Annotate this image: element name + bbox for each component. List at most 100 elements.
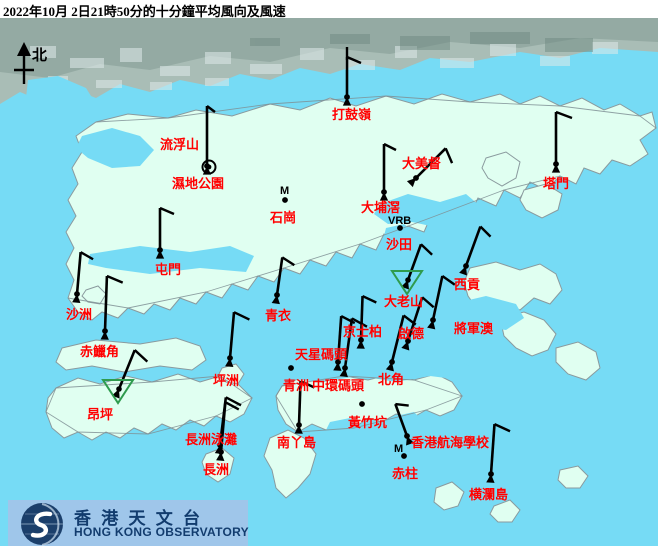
station-marker-highlevel-22[interactable] bbox=[101, 379, 135, 405]
station-label[interactable]: 赤鱲角 bbox=[80, 344, 120, 359]
station-marker-calm-2[interactable] bbox=[201, 159, 217, 175]
high-level-triangle bbox=[390, 270, 424, 296]
station-marker-9[interactable] bbox=[463, 263, 469, 269]
station-marker-24[interactable] bbox=[217, 442, 223, 448]
station-label[interactable]: 黃竹坑 bbox=[348, 415, 388, 430]
barb-shaft bbox=[228, 312, 236, 359]
station-marker-3[interactable] bbox=[413, 175, 419, 181]
station-marker-25[interactable] bbox=[296, 422, 302, 428]
station-label[interactable]: 青洲 bbox=[283, 378, 310, 393]
station-marker-18[interactable] bbox=[227, 355, 233, 361]
barb-feather bbox=[421, 296, 435, 309]
station-marker-0[interactable] bbox=[344, 94, 350, 100]
wind-barb-12 bbox=[271, 256, 295, 305]
station-marker-29[interactable] bbox=[488, 471, 494, 477]
station-label[interactable]: 塔門 bbox=[543, 176, 570, 191]
barb-feather bbox=[493, 423, 511, 433]
station-dot bbox=[401, 453, 407, 459]
station-label[interactable]: 中環碼頭 bbox=[312, 378, 365, 393]
station-label[interactable]: 大埔滘 bbox=[361, 200, 401, 215]
wind-barb-21 bbox=[339, 317, 368, 378]
barb-shaft bbox=[275, 257, 284, 296]
station-marker-5[interactable] bbox=[282, 197, 288, 203]
station-label[interactable]: 昂坪 bbox=[87, 407, 114, 422]
station-marker-8[interactable] bbox=[157, 247, 163, 253]
station-label[interactable]: 長洲泳灘 bbox=[185, 432, 238, 447]
station-label[interactable]: 南丫島 bbox=[277, 435, 317, 450]
station-marker-12[interactable] bbox=[274, 292, 280, 298]
station-label[interactable]: 將軍澳 bbox=[454, 321, 494, 336]
barb-shaft bbox=[406, 296, 424, 342]
station-label[interactable]: 赤柱 bbox=[392, 466, 419, 481]
map-canvas[interactable]: 北 打鼓嶺 流浮山 濕地公園 大美督 塔門 石崗 M 大埔滘 沙田 VRB 屯門 西貢 沙洲 大老山 青衣將… bbox=[0, 18, 658, 546]
wind-barb-3 bbox=[406, 147, 454, 188]
barb-shaft bbox=[390, 315, 405, 363]
barb-shaft bbox=[117, 349, 136, 390]
station-label[interactable]: 北角 bbox=[378, 372, 405, 387]
barb-arrowhead bbox=[486, 474, 495, 483]
barb-arrowhead bbox=[271, 295, 280, 305]
station-marker-19[interactable] bbox=[389, 359, 395, 365]
station-label[interactable]: 沙洲 bbox=[66, 307, 93, 322]
station-label[interactable]: 大老山 bbox=[384, 294, 424, 309]
station-label[interactable]: 横瀾島 bbox=[469, 487, 509, 502]
station-label[interactable]: 西貢 bbox=[454, 277, 481, 292]
station-label[interactable]: 濕地公園 bbox=[172, 176, 225, 191]
station-label[interactable]: 坪洲 bbox=[213, 373, 240, 388]
barb-feather bbox=[206, 105, 216, 113]
station-marker-10[interactable] bbox=[74, 291, 80, 297]
station-marker-27[interactable] bbox=[218, 449, 224, 455]
station-dot bbox=[227, 355, 233, 361]
station-dot bbox=[488, 471, 494, 477]
station-label[interactable]: 沙田 bbox=[386, 237, 413, 252]
barb-feather bbox=[444, 147, 454, 164]
barb-arrowhead bbox=[356, 340, 365, 349]
station-dot bbox=[397, 225, 403, 231]
barb-shaft bbox=[297, 380, 302, 426]
barb-shaft bbox=[394, 403, 409, 437]
station-dot bbox=[296, 422, 302, 428]
station-marker-28[interactable] bbox=[401, 453, 407, 459]
station-label[interactable]: 打鼓嶺 bbox=[332, 107, 372, 122]
station-marker-6[interactable] bbox=[381, 189, 387, 195]
station-label[interactable]: 香港航海學校 bbox=[411, 435, 490, 450]
station-label[interactable]: 大美督 bbox=[402, 156, 442, 171]
station-label[interactable]: 天星碼頭 bbox=[295, 347, 348, 362]
station-marker-15[interactable] bbox=[405, 338, 411, 344]
barb-arrowhead bbox=[339, 368, 348, 378]
station-marker-26[interactable] bbox=[404, 433, 410, 439]
barb-arrowhead bbox=[342, 97, 352, 106]
station-marker-14[interactable] bbox=[358, 337, 364, 343]
station-label[interactable]: 京士柏 bbox=[343, 324, 383, 339]
station-marker-23[interactable] bbox=[359, 401, 365, 407]
station-marker-16[interactable] bbox=[102, 328, 108, 334]
barb-arrowhead bbox=[406, 178, 416, 188]
station-marker-13[interactable] bbox=[430, 317, 436, 323]
station-label[interactable]: 啟德 bbox=[398, 326, 425, 341]
hko-logo[interactable]: 香 港 天 文 台 HONG KONG OBSERVATORY bbox=[8, 500, 249, 546]
barb-feather bbox=[225, 396, 242, 407]
station-label[interactable]: 石崗 bbox=[270, 210, 297, 225]
station-label[interactable]: 長洲 bbox=[203, 462, 230, 477]
station-marker-4[interactable] bbox=[553, 161, 559, 167]
station-dot bbox=[335, 359, 341, 365]
barb-arrowhead bbox=[225, 358, 234, 367]
station-dot bbox=[344, 94, 350, 100]
station-marker-20[interactable] bbox=[288, 365, 294, 371]
station-label[interactable]: 青衣 bbox=[265, 308, 292, 323]
barb-feather bbox=[351, 317, 368, 328]
station-marker-17[interactable] bbox=[335, 359, 341, 365]
station-dot bbox=[381, 189, 387, 195]
station-marker-21[interactable] bbox=[342, 365, 348, 371]
station-label[interactable]: 屯門 bbox=[155, 262, 182, 277]
barb-feather bbox=[362, 294, 377, 304]
wind-barb-layer bbox=[72, 47, 573, 483]
north-arrow-icon bbox=[14, 42, 34, 84]
north-label: 北 bbox=[32, 48, 48, 64]
station-marker-highlevel-11[interactable] bbox=[390, 270, 424, 296]
station-marker-7[interactable] bbox=[397, 225, 403, 231]
barb-shaft bbox=[464, 226, 482, 267]
station-label[interactable]: 流浮山 bbox=[160, 137, 200, 152]
wind-barb-14 bbox=[356, 294, 377, 349]
